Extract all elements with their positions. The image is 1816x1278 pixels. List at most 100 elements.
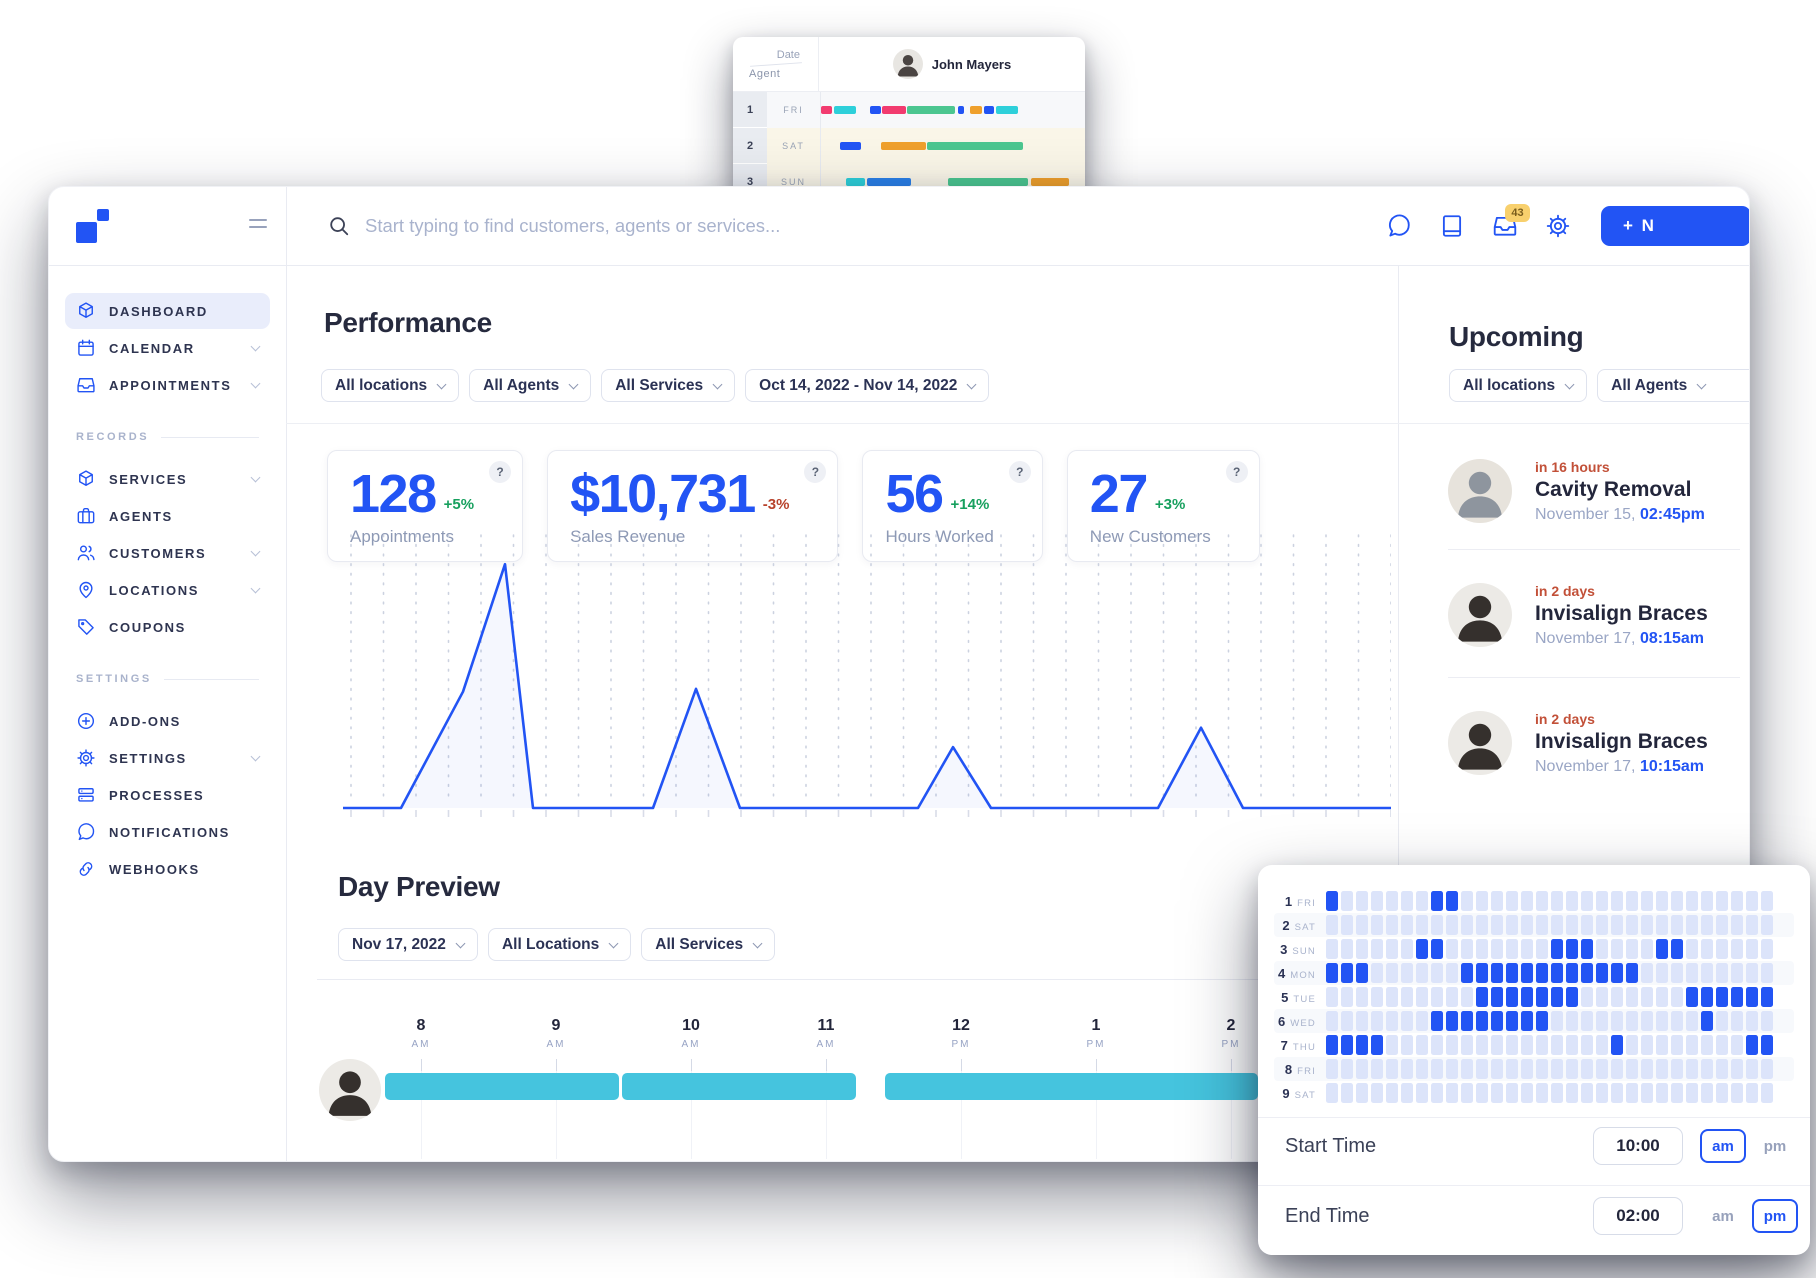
- time-slot-cell[interactable]: [1761, 1035, 1773, 1055]
- inbox-icon[interactable]: 43: [1492, 204, 1530, 239]
- time-slot-cell[interactable]: [1701, 987, 1713, 1007]
- time-slot-cell[interactable]: [1371, 1011, 1383, 1031]
- time-slot-cell[interactable]: [1611, 987, 1623, 1007]
- time-slot-cell[interactable]: [1326, 963, 1338, 983]
- time-slot-cell[interactable]: [1656, 987, 1668, 1007]
- time-slot-cell[interactable]: [1746, 1035, 1758, 1055]
- time-slot-cell[interactable]: [1506, 1035, 1518, 1055]
- time-slot-cell[interactable]: [1461, 915, 1473, 935]
- time-slot-cell[interactable]: [1446, 939, 1458, 959]
- time-slot-cell[interactable]: [1506, 915, 1518, 935]
- help-icon[interactable]: ?: [1008, 461, 1031, 483]
- sidebar-item-settings[interactable]: SETTINGS: [65, 740, 270, 776]
- time-slot-cell[interactable]: [1401, 1059, 1413, 1079]
- time-slot-cell[interactable]: [1581, 1083, 1593, 1103]
- time-slot-cell[interactable]: [1386, 987, 1398, 1007]
- time-slot-cell[interactable]: [1656, 963, 1668, 983]
- time-slot-cell[interactable]: [1491, 1011, 1503, 1031]
- time-slot-cell[interactable]: [1461, 1083, 1473, 1103]
- time-slot-cell[interactable]: [1341, 1035, 1353, 1055]
- end-am-toggle[interactable]: am: [1700, 1199, 1746, 1233]
- time-slot-cell[interactable]: [1641, 1083, 1653, 1103]
- time-slot-cell[interactable]: [1626, 963, 1638, 983]
- time-slot-cell[interactable]: [1731, 891, 1743, 911]
- time-slot-cell[interactable]: [1551, 939, 1563, 959]
- time-slot-cell[interactable]: [1686, 1011, 1698, 1031]
- time-slot-cell[interactable]: [1476, 1059, 1488, 1079]
- time-slot-cell[interactable]: [1671, 1011, 1683, 1031]
- time-slot-cell[interactable]: [1506, 891, 1518, 911]
- time-slot-cell[interactable]: [1626, 1083, 1638, 1103]
- time-slot-cell[interactable]: [1521, 987, 1533, 1007]
- time-slot-cell[interactable]: [1356, 915, 1368, 935]
- time-slot-cell[interactable]: [1521, 939, 1533, 959]
- time-slot-cell[interactable]: [1626, 891, 1638, 911]
- sidebar-item-locations[interactable]: LOCATIONS: [65, 572, 270, 608]
- time-slot-cell[interactable]: [1641, 939, 1653, 959]
- time-slot-cell[interactable]: [1626, 939, 1638, 959]
- sidebar-item-agents[interactable]: AGENTS: [65, 498, 270, 534]
- time-slot-cell[interactable]: [1461, 987, 1473, 1007]
- time-slot-cell[interactable]: [1476, 1035, 1488, 1055]
- time-slot-cell[interactable]: [1686, 963, 1698, 983]
- time-slot-cell[interactable]: [1731, 987, 1743, 1007]
- time-slot-cell[interactable]: [1596, 963, 1608, 983]
- time-slot-cell[interactable]: [1431, 1059, 1443, 1079]
- time-slot-cell[interactable]: [1416, 939, 1428, 959]
- time-slot-cell[interactable]: [1326, 987, 1338, 1007]
- filter-all-agents[interactable]: All Agents: [1597, 369, 1749, 402]
- time-slot-cell[interactable]: [1716, 891, 1728, 911]
- time-slot-cell[interactable]: [1386, 1011, 1398, 1031]
- time-slot-cell[interactable]: [1446, 915, 1458, 935]
- time-slot-cell[interactable]: [1446, 1083, 1458, 1103]
- sidebar-item-appointments[interactable]: APPOINTMENTS: [65, 367, 270, 403]
- time-slot-cell[interactable]: [1326, 1011, 1338, 1031]
- time-slot-cell[interactable]: [1566, 891, 1578, 911]
- time-slot-cell[interactable]: [1701, 915, 1713, 935]
- time-slot-cell[interactable]: [1536, 915, 1548, 935]
- time-slot-cell[interactable]: [1656, 939, 1668, 959]
- time-slot-cell[interactable]: [1401, 939, 1413, 959]
- time-slot-cell[interactable]: [1656, 891, 1668, 911]
- time-slot-cell[interactable]: [1611, 915, 1623, 935]
- time-slot-cell[interactable]: [1521, 915, 1533, 935]
- time-slot-cell[interactable]: [1551, 1011, 1563, 1031]
- time-slot-cell[interactable]: [1521, 1083, 1533, 1103]
- time-slot-cell[interactable]: [1356, 1011, 1368, 1031]
- time-slot-cell[interactable]: [1431, 939, 1443, 959]
- time-slot-cell[interactable]: [1476, 915, 1488, 935]
- time-slot-cell[interactable]: [1596, 891, 1608, 911]
- time-slot-cell[interactable]: [1716, 1059, 1728, 1079]
- time-slot-cell[interactable]: [1701, 891, 1713, 911]
- time-slot-cell[interactable]: [1431, 891, 1443, 911]
- time-slot-cell[interactable]: [1371, 1083, 1383, 1103]
- time-slot-cell[interactable]: [1686, 1059, 1698, 1079]
- time-slot-cell[interactable]: [1686, 939, 1698, 959]
- time-slot-cell[interactable]: [1656, 1059, 1668, 1079]
- time-slot-cell[interactable]: [1731, 915, 1743, 935]
- time-slot-cell[interactable]: [1566, 1059, 1578, 1079]
- new-appointment-button[interactable]: + N: [1601, 206, 1749, 246]
- filter-all-locations[interactable]: All locations: [1449, 369, 1588, 402]
- sidebar-item-customers[interactable]: CUSTOMERS: [65, 535, 270, 571]
- time-slot-cell[interactable]: [1746, 987, 1758, 1007]
- start-am-toggle[interactable]: am: [1700, 1129, 1746, 1163]
- time-slot-cell[interactable]: [1611, 1083, 1623, 1103]
- time-slot-cell[interactable]: [1671, 963, 1683, 983]
- time-slot-cell[interactable]: [1626, 987, 1638, 1007]
- time-slot-cell[interactable]: [1431, 987, 1443, 1007]
- time-slot-cell[interactable]: [1341, 915, 1353, 935]
- time-slot-cell[interactable]: [1761, 915, 1773, 935]
- time-slot-cell[interactable]: [1536, 939, 1548, 959]
- time-slot-cell[interactable]: [1326, 1083, 1338, 1103]
- time-slot-cell[interactable]: [1416, 963, 1428, 983]
- time-slot-cell[interactable]: [1746, 1083, 1758, 1103]
- time-slot-cell[interactable]: [1536, 1035, 1548, 1055]
- time-slot-cell[interactable]: [1641, 1035, 1653, 1055]
- time-slot-cell[interactable]: [1521, 963, 1533, 983]
- time-slot-cell[interactable]: [1506, 963, 1518, 983]
- time-slot-cell[interactable]: [1476, 939, 1488, 959]
- time-slot-cell[interactable]: [1686, 987, 1698, 1007]
- time-slot-cell[interactable]: [1461, 891, 1473, 911]
- time-slot-cell[interactable]: [1476, 963, 1488, 983]
